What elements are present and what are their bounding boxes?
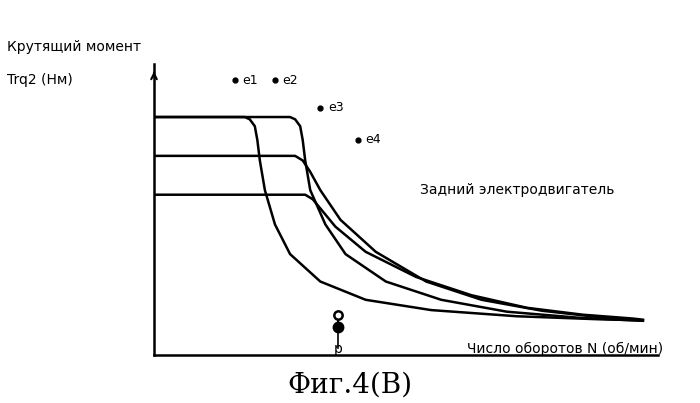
Text: Крутящий момент: Крутящий момент [7,40,141,54]
Text: e3: e3 [328,102,344,114]
Text: e1: e1 [242,74,258,87]
Text: Trq2 (Нм): Trq2 (Нм) [7,73,73,87]
Text: e4: e4 [365,133,382,146]
Text: e2: e2 [283,74,298,87]
Text: Задний электродвигатель: Задний электродвигатель [420,183,614,197]
Text: Фиг.4(В): Фиг.4(В) [288,372,412,399]
Text: p: p [333,342,342,356]
Text: Число оборотов N (об/мин): Число оборотов N (об/мин) [467,342,663,356]
